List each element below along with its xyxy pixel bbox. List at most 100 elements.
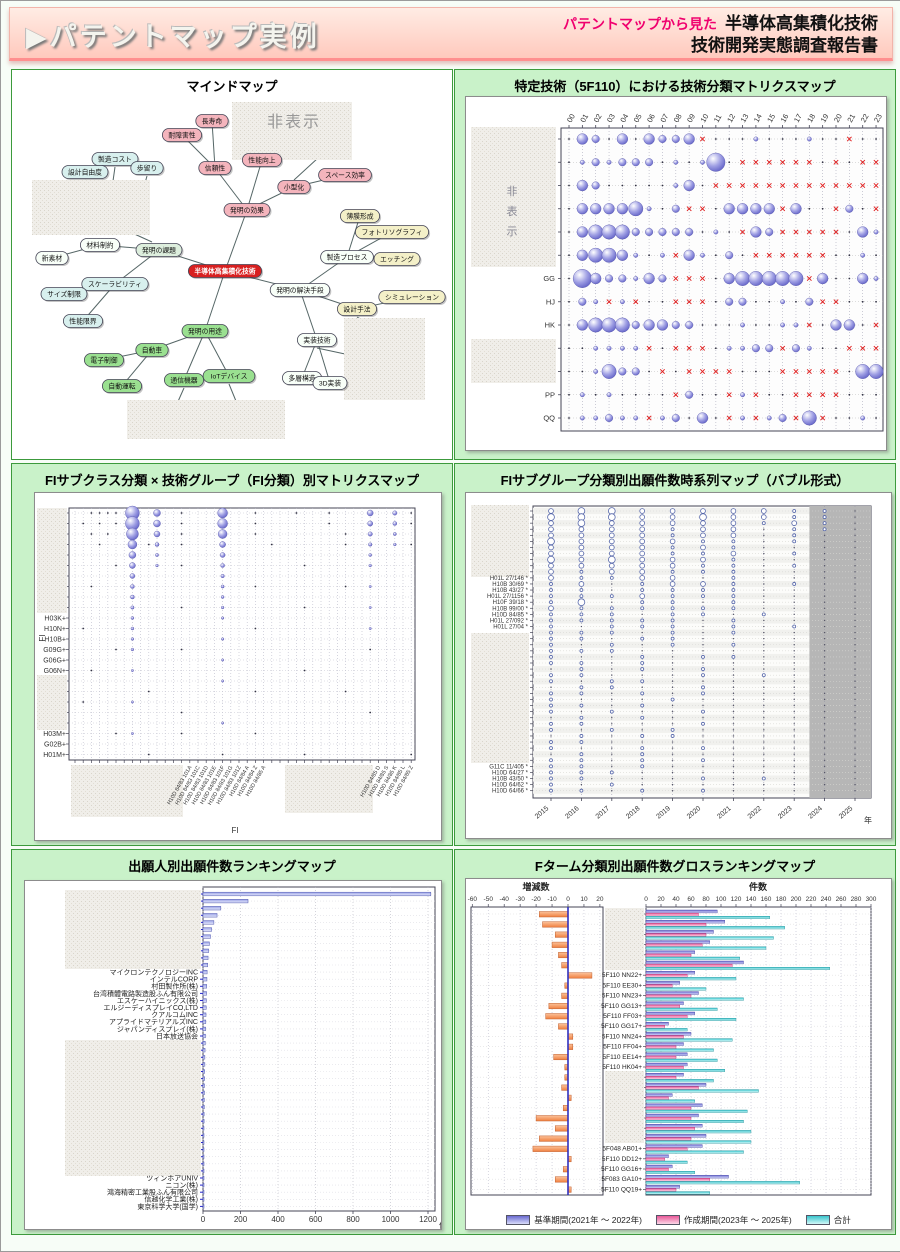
svg-text:5F110 FF03+: 5F110 FF03+ [603,1013,642,1020]
svg-text:小型化: 小型化 [284,183,305,192]
svg-text:H10D 64/66 *: H10D 64/66 * [492,789,529,795]
svg-text:14: 14 [752,112,764,124]
svg-text:非表示: 非表示 [267,113,321,131]
svg-text:140: 140 [746,896,757,903]
svg-text:鴻海精密工業股ふん有限公司: 鴻海精密工業股ふん有限公司 [107,1188,198,1197]
svg-text:H01L 27/04 *: H01L 27/04 * [493,625,528,631]
svg-text:11: 11 [712,113,724,124]
svg-text:2019: 2019 [655,805,672,820]
svg-text:800: 800 [346,1215,360,1224]
svg-text:スペース効率: スペース効率 [325,171,365,180]
svg-text:12: 12 [725,112,737,124]
svg-text:FI: FI [231,826,238,835]
fi-matrix-title: FIサブクラス分類 × 技術グループ（FI分類）別マトリクスマップ [44,473,420,488]
svg-text:H01L 27/146 *: H01L 27/146 * [490,576,529,582]
gross-ranking-chartbox: 増減数 件数 -60 -50 -40 -30 -20 -10 0 10 20 0 20 40 60 80 100… [465,878,892,1230]
gross-ranking-title: Fターム分類別出願件数グロスランキングマップ [534,859,816,874]
fi-matrix-chartbox: H03K+ H10N+ H10B+ G09G+ G06G+ G06N+ H03M+ G02B+… [34,492,442,841]
svg-text:160: 160 [761,896,772,903]
svg-text:5F110 EE30+: 5F110 EE30+ [603,982,643,989]
svg-text:クアルコムINC: クアルコムINC [151,1011,198,1019]
svg-text:スケーラビリティ: スケーラビリティ [88,280,142,289]
svg-text:04: 04 [618,112,630,124]
svg-text:200: 200 [234,1215,248,1224]
svg-text:60: 60 [687,896,695,903]
svg-text:-60: -60 [468,896,478,903]
svg-text:03: 03 [605,112,617,124]
svg-text:0: 0 [644,896,648,903]
svg-text:発明の効果: 発明の効果 [230,206,264,215]
svg-text:HJ: HJ [546,297,555,306]
svg-text:20: 20 [596,896,604,903]
svg-text:FI: FI [38,634,47,641]
gross-ranking-legend: 基準期間(2021年 ～ 2022年) 作成期間(2023年 ～ 2025年) … [466,1214,891,1226]
svg-text:薄膜形成: 薄膜形成 [346,212,373,221]
svg-text:-20: -20 [531,896,541,903]
svg-text:H03K+: H03K+ [44,616,66,623]
svg-text:280: 280 [851,896,862,903]
tech-matrix-title: 特定技術（5F110）における技術分類マトリクスマップ [514,79,836,94]
svg-text:ジャパンディスプレイ(株): ジャパンディスプレイ(株) [117,1024,198,1033]
svg-text:15: 15 [765,112,777,124]
svg-text:5F110 NN22+: 5F110 NN22+ [602,972,642,979]
panel-timeseries: FIサブグループ分類別出願件数時系列マップ（バブル形式） 2015 2016 201… [454,463,896,846]
svg-text:0: 0 [566,896,570,903]
svg-text:5F110 QQ19+: 5F110 QQ19+ [601,1186,642,1193]
svg-text:QQ: QQ [543,414,555,423]
svg-text:歩留り: 歩留り [137,164,157,173]
svg-text:台湾積體電路製造股ふん有限公司: 台湾積體電路製造股ふん有限公司 [93,989,198,998]
legend-item-base: 基準期間(2021年 ～ 2022年) [506,1214,642,1226]
svg-text:120: 120 [731,896,742,903]
tech-matrix-chart: 00 01 02 03 04 05 06 07 08 09 10 11 12 13 14 15 16 17 18 19… [471,112,884,432]
svg-text:00: 00 [565,112,577,124]
svg-text:性能限界: 性能限界 [69,317,96,326]
svg-text:22: 22 [859,112,871,124]
svg-text:06: 06 [645,112,657,124]
svg-text:インテルCORP: インテルCORP [150,976,199,984]
svg-text:ニコン(株): ニコン(株) [165,1181,198,1190]
svg-text:16: 16 [779,112,791,124]
subtitle-line2: 技術開発実態調査報告書 [691,36,878,55]
tech-matrix-chartbox: 00 01 02 03 04 05 06 07 08 09 10 11 12 13 14 15 16 17 18 19… [465,96,887,451]
legend-label-base: 基準期間(2021年 ～ 2022年) [534,1215,642,1225]
svg-text:2016: 2016 [564,805,581,820]
svg-text:-40: -40 [499,896,509,903]
svg-text:多層構造: 多層構造 [288,374,315,383]
ranking-chart: 0 200 400 600 800 1000 1200件 マイクロンテクノロジーINCインテル… [65,886,441,1229]
svg-text:220: 220 [806,896,817,903]
svg-text:件数: 件数 [749,881,768,892]
svg-text:G06G+: G06G+ [43,658,66,665]
svg-text:18: 18 [805,112,817,124]
page-header: ▶パテントマップ実例 パテントマップから見た 半導体高集積化技術 技術開発実態調査… [9,7,893,61]
legend-label-total: 合計 [833,1215,851,1225]
svg-text:発明の課題: 発明の課題 [142,246,176,255]
svg-text:新素材: 新素材 [42,254,63,263]
svg-text:2017: 2017 [595,805,612,820]
svg-text:400: 400 [271,1215,285,1224]
svg-text:電子制御: 電子制御 [90,356,117,365]
svg-text:01: 01 [578,112,590,124]
svg-text:H10D 64/27 *: H10D 64/27 * [492,770,529,776]
svg-text:非: 非 [507,185,518,198]
svg-text:17: 17 [792,112,804,124]
svg-text:材料制約: 材料制約 [86,241,113,250]
svg-text:2020: 2020 [686,805,703,820]
svg-text:H01M+: H01M+ [43,752,66,759]
panel-mindmap: 非表示 半導体高集積化技術 発明の効果 信頼性 耐障害性 長寿命 性能向上 小型化 スペース効率… [11,69,453,460]
svg-text:耐障害性: 耐障害性 [168,131,195,140]
svg-text:09: 09 [685,112,697,124]
svg-text:製造コスト: 製造コスト [98,155,132,164]
svg-text:180: 180 [776,896,787,903]
svg-text:5F048 AB01+: 5F048 AB01+ [602,1146,642,1153]
svg-text:1200: 1200 [419,1215,437,1224]
svg-text:-10: -10 [547,896,557,903]
svg-text:性能向上: 性能向上 [248,156,275,165]
svg-text:5F110 EE14+: 5F110 EE14+ [603,1054,643,1061]
svg-text:H10B 43/50 *: H10B 43/50 * [492,777,528,783]
svg-text:件: 件 [439,1220,441,1229]
svg-text:08: 08 [672,112,684,124]
svg-text:5F110 FF04+: 5F110 FF04+ [603,1044,642,1051]
svg-text:製造プロセス: 製造プロセス [327,253,368,262]
svg-text:5F110 NN23+: 5F110 NN23+ [602,993,642,1000]
svg-text:240: 240 [821,896,832,903]
